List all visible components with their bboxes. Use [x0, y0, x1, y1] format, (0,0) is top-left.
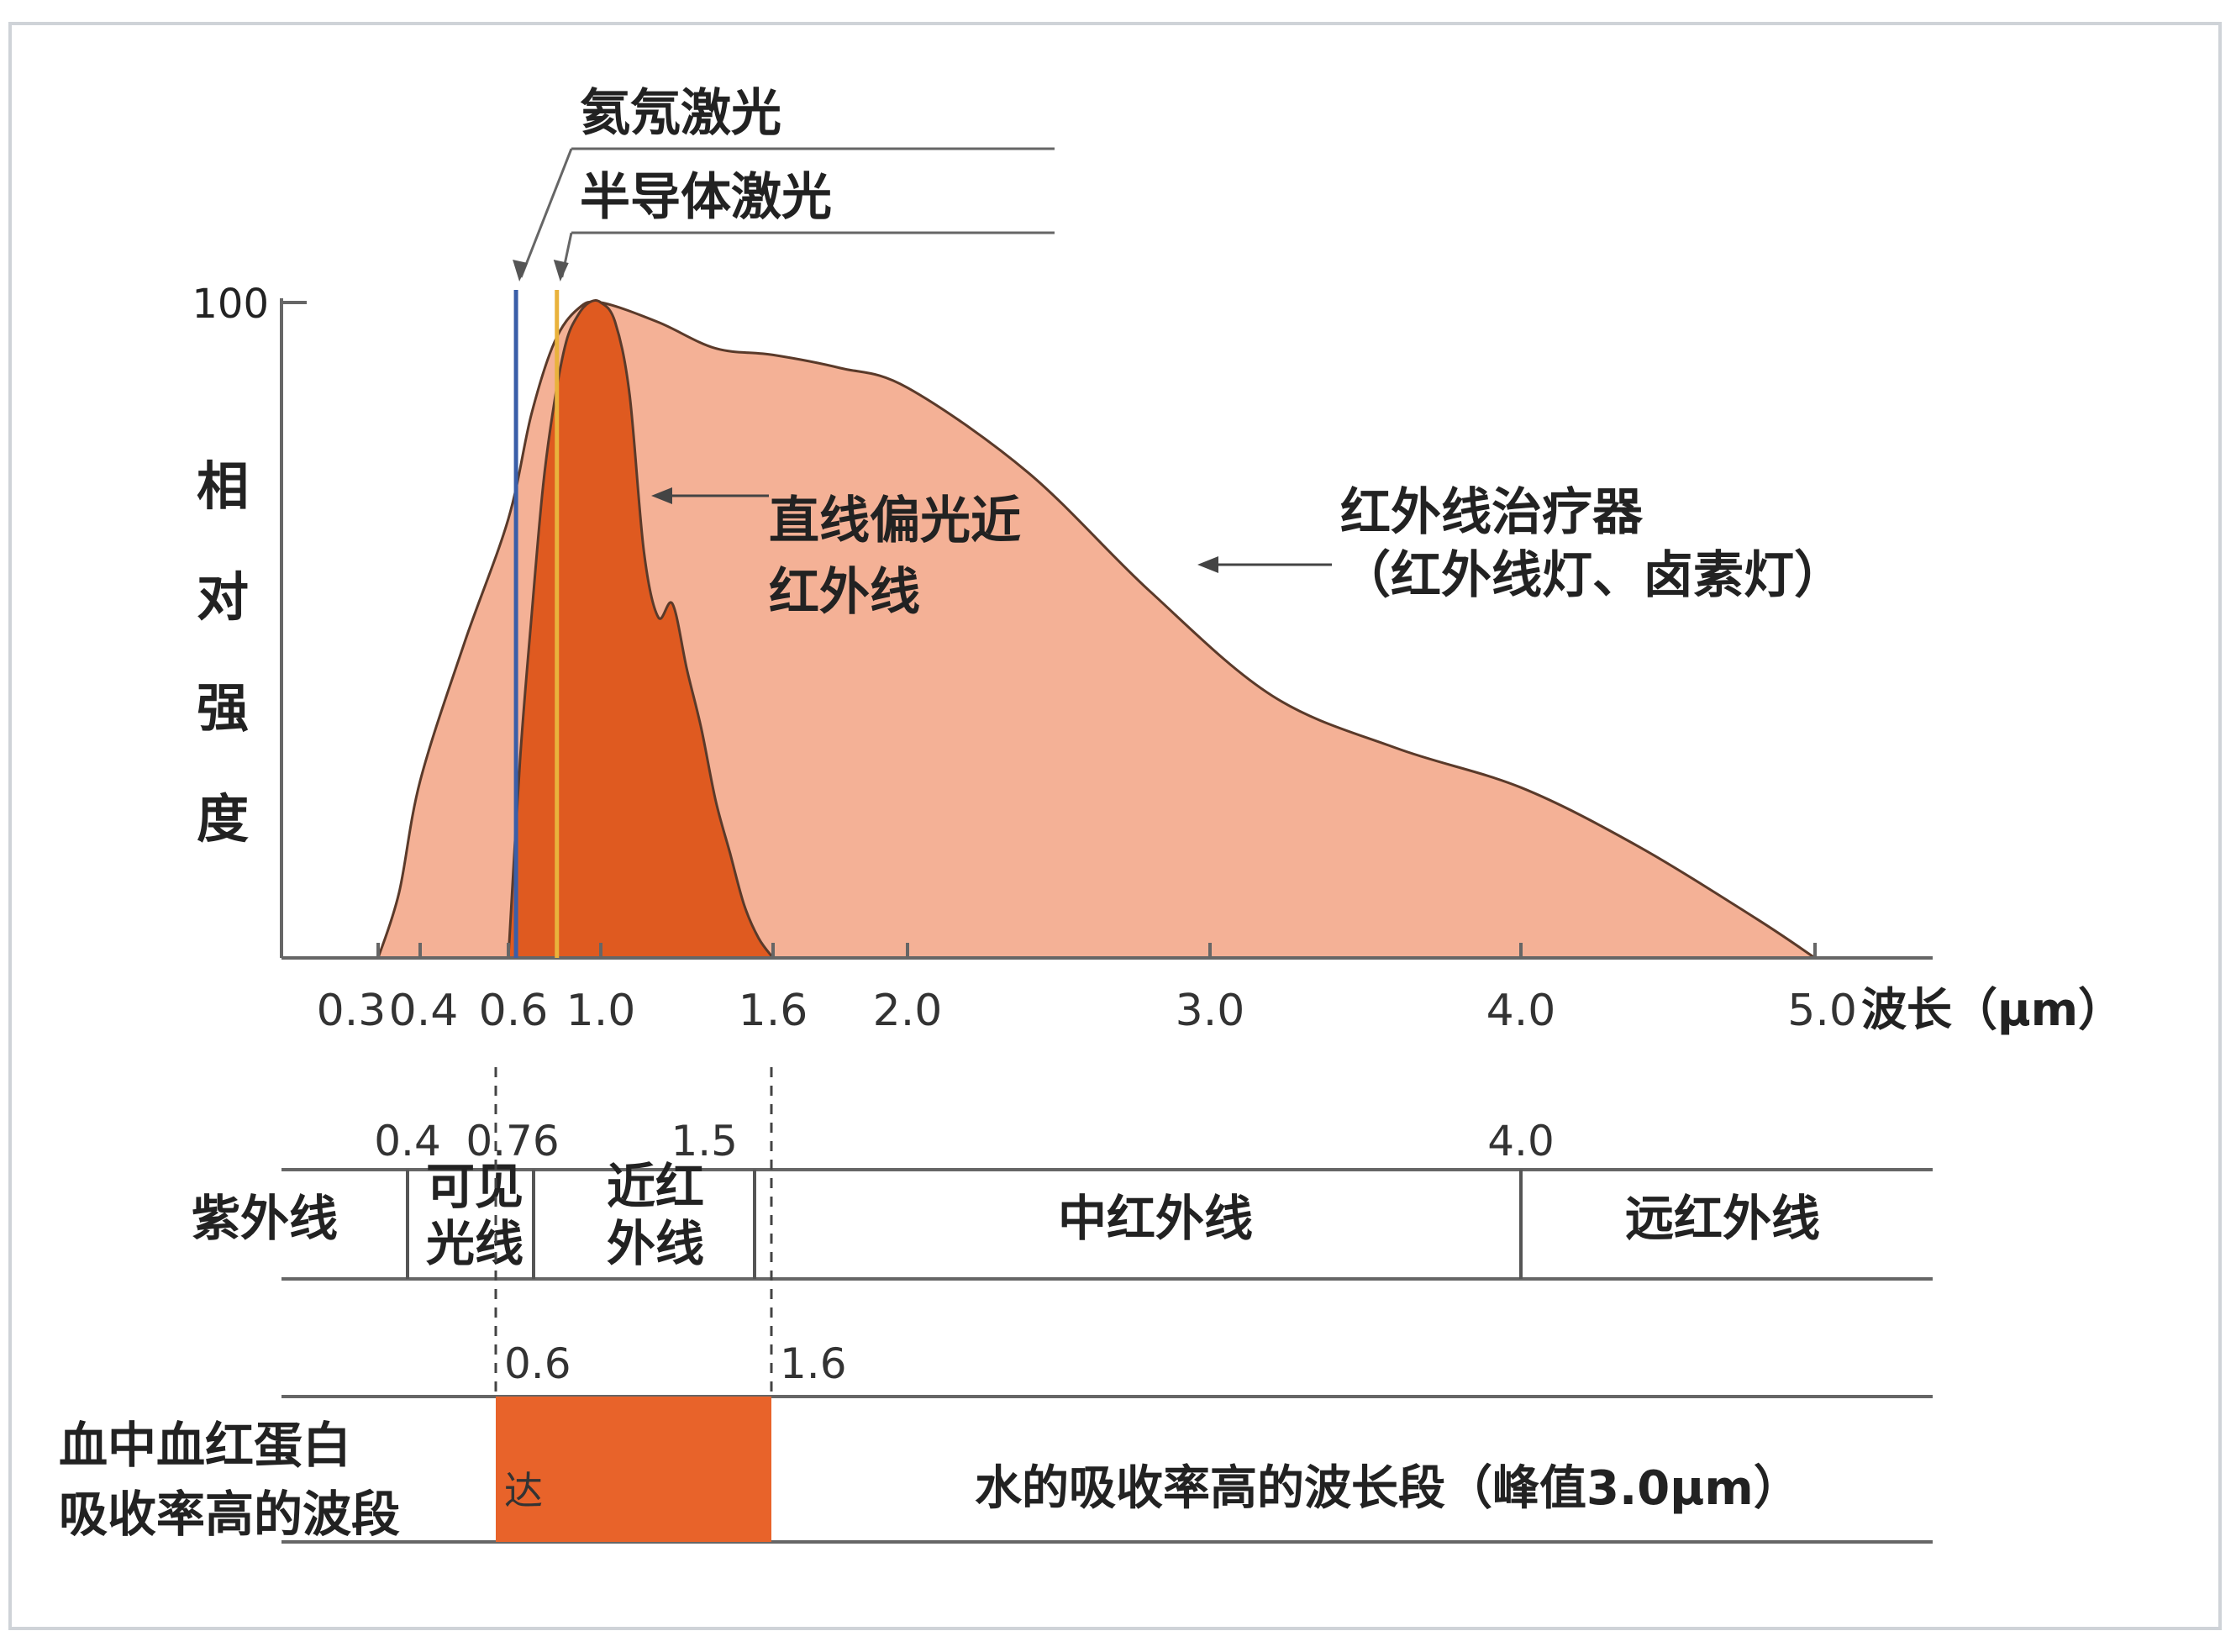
y-axis-label-char: 对 [197, 566, 249, 628]
band-label-line2: 光线 [426, 1215, 523, 1272]
x-tick-label: 4.0 [1486, 986, 1556, 1036]
x-tick-label: 0.3 [317, 986, 387, 1036]
linear-polarized-arrowhead [651, 487, 672, 504]
band-boundary-label: 1.5 [671, 1117, 738, 1165]
linear-polarized-label-line2: 红外线 [769, 563, 920, 622]
laser-label: 半导体激光 [580, 168, 832, 227]
absorb-to-label: 1.6 [780, 1339, 847, 1388]
linear-polarized-label: 直线偏光近 红外线 [651, 487, 1021, 622]
linear-polarized-label-line1: 直线偏光近 [769, 492, 1021, 550]
infrared-therapy-label-line2: （红外线灯、卤素灯） [1340, 546, 1844, 605]
laser-arrowhead [513, 260, 529, 281]
x-axis-label: 波长（μm） [1861, 983, 2123, 1036]
band-label: 近红 [607, 1158, 704, 1215]
x-axis-ticks: 0.3 0.4 0.6 1.0 1.6 2.0 3.0 4.0 5.0 [317, 943, 1857, 1036]
band-label: 紫外线 [192, 1190, 338, 1247]
y-axis-label-char: 强 [197, 677, 249, 739]
band-boundary-label: 0.4 [374, 1117, 441, 1165]
x-tick-label: 1.0 [566, 986, 636, 1036]
laser-label: 氦氖激光 [580, 84, 781, 143]
infrared-therapy-label: 红外线治疗器 （红外线灯、卤素灯） [1197, 483, 1844, 605]
laser-arrowhead [553, 260, 569, 281]
absorb-inner-mark: 达 [504, 1468, 543, 1513]
laser-leader-line [519, 148, 573, 278]
band-boundary-label: 0.76 [466, 1117, 559, 1165]
band-label: 可见 [426, 1158, 523, 1215]
band-boundary-label: 4.0 [1487, 1117, 1555, 1165]
infrared-therapy-arrowhead [1197, 556, 1218, 573]
band-label: 远红外线 [1625, 1190, 1820, 1247]
y-axis-label-char: 度 [197, 788, 249, 850]
x-tick-label: 1.6 [739, 986, 808, 1036]
x-tick-label: 5.0 [1787, 986, 1857, 1036]
absorb-from-label: 0.6 [504, 1339, 571, 1388]
x-tick-label: 0.4 [389, 986, 459, 1036]
band-label: 中红外线 [1058, 1190, 1253, 1247]
plot-area [376, 299, 1819, 960]
hemoglobin-label-line2: 吸收率高的波段 [59, 1486, 400, 1543]
x-tick-label: 3.0 [1176, 986, 1245, 1036]
infrared-therapy-label-line1: 红外线治疗器 [1340, 483, 1644, 542]
x-tick-label: 0.6 [479, 986, 549, 1036]
hemoglobin-absorption-band [496, 1397, 771, 1542]
y-axis-label-char: 相 [197, 455, 249, 517]
x-tick-label: 2.0 [873, 986, 943, 1036]
infrared-therapy-area [376, 300, 1819, 960]
y-axis-tick-label: 100 [192, 281, 269, 328]
linear-polarized-area [507, 299, 776, 960]
hemoglobin-label-line1: 血中血红蛋白 [59, 1417, 351, 1474]
water-absorption-label: 水的吸收率高的波长段（峰值3.0μm） [975, 1461, 1801, 1516]
band-label-line2: 外线 [607, 1215, 704, 1272]
